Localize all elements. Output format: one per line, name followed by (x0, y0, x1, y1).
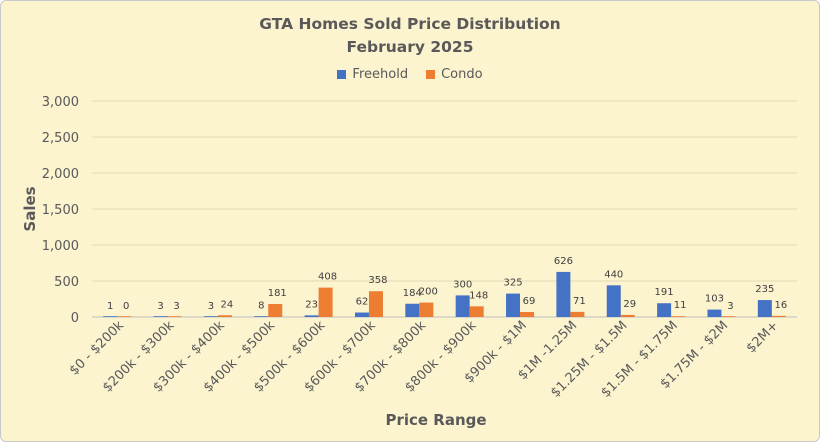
bar-condo-9 (570, 311, 585, 317)
legend: Freehold Condo (1, 67, 819, 82)
data-label-freehold-10: 440 (604, 269, 623, 280)
y-tick-label: 1,000 (42, 239, 79, 254)
data-label-condo-3: 181 (268, 288, 287, 299)
chart-title: GTA Homes Sold Price Distribution (259, 15, 561, 33)
legend-label-freehold: Freehold (352, 67, 409, 82)
bar-condo-13 (771, 315, 786, 317)
chart-title-block: GTA Homes Sold Price Distribution Februa… (1, 13, 819, 59)
data-label-freehold-6: 184 (403, 288, 422, 299)
data-label-condo-11: 11 (674, 300, 687, 311)
y-axis-title: Sales (21, 186, 39, 231)
bar-condo-12 (721, 316, 736, 317)
data-label-condo-4: 408 (318, 272, 337, 283)
x-axis: $0 - $200k$200k - $300k$300k - $400k$400… (67, 318, 782, 401)
legend-swatch-freehold (337, 70, 347, 79)
bar-condo-5 (368, 291, 383, 317)
legend-label-condo: Condo (441, 67, 483, 82)
bar-condo-1 (167, 316, 182, 317)
bar-freehold-6 (405, 303, 420, 317)
data-label-condo-12: 3 (727, 301, 733, 312)
bar-freehold-8 (506, 293, 521, 317)
data-label-condo-13: 16 (774, 300, 787, 311)
data-label-freehold-3: 8 (258, 300, 264, 311)
y-tick-label: 0 (71, 311, 79, 326)
y-tick-label: 1,500 (42, 203, 79, 218)
legend-swatch-condo (426, 70, 436, 79)
data-label-freehold-11: 191 (655, 287, 674, 298)
data-label-freehold-1: 3 (157, 301, 163, 312)
bar-freehold-10 (606, 285, 621, 317)
data-label-freehold-7: 300 (453, 279, 472, 290)
bar-condo-11 (671, 316, 686, 317)
data-labels: 1 0 3 3 3 24 818123408623581842003001483256962… (107, 256, 787, 312)
bar-freehold-1 (153, 316, 168, 317)
bars (103, 271, 786, 317)
x-axis-title: Price Range (385, 411, 486, 429)
data-label-condo-5: 358 (368, 275, 387, 286)
data-label-freehold-13: 235 (755, 284, 774, 295)
data-label-condo-8: 69 (523, 296, 536, 307)
bar-condo-2 (217, 315, 232, 317)
data-label-freehold-5: 62 (356, 297, 369, 308)
y-axis: 0 500 1,000 1,500 2,000 2,500 3,000 (42, 95, 79, 326)
data-label-freehold-4: 23 (305, 299, 318, 310)
data-label-condo-6: 200 (419, 287, 438, 298)
bar-freehold-12 (707, 309, 722, 317)
bar-freehold-7 (455, 295, 470, 317)
bar-freehold-2 (203, 316, 218, 317)
y-tick-label: 500 (54, 275, 79, 290)
data-label-freehold-8: 325 (503, 278, 522, 289)
bar-freehold-9 (556, 271, 571, 317)
y-tick-label: 3,000 (42, 95, 79, 110)
data-label-freehold-0: 1 (107, 301, 113, 312)
bar-condo-8 (520, 312, 535, 317)
y-tick-label: 2,000 (42, 167, 79, 182)
bar-freehold-5 (354, 312, 369, 317)
chart-subtitle: February 2025 (346, 38, 474, 56)
bar-freehold-0 (103, 316, 118, 317)
data-label-condo-0: 0 (123, 301, 129, 312)
data-label-condo-7: 148 (469, 290, 488, 301)
data-label-condo-2: 24 (221, 299, 234, 310)
bar-freehold-13 (757, 300, 772, 317)
y-tick-label: 2,500 (42, 131, 79, 146)
data-label-freehold-9: 626 (554, 256, 573, 267)
bar-freehold-3 (254, 316, 269, 317)
legend-item-freehold: Freehold (337, 67, 408, 82)
gridlines (92, 100, 797, 318)
bar-freehold-4 (304, 315, 319, 317)
data-label-freehold-2: 3 (208, 301, 214, 312)
data-label-condo-10: 29 (623, 299, 636, 310)
legend-item-condo: Condo (426, 67, 483, 82)
data-label-condo-1: 3 (173, 301, 179, 312)
data-label-condo-9: 71 (573, 296, 586, 307)
bar-condo-7 (469, 306, 484, 317)
data-label-freehold-12: 103 (705, 294, 724, 305)
bar-condo-0 (117, 316, 132, 317)
bar-condo-3 (268, 303, 283, 317)
bar-condo-4 (318, 287, 333, 317)
bar-condo-10 (620, 314, 635, 317)
x-tick-label: $2M+ (744, 318, 782, 356)
bar-freehold-11 (657, 303, 672, 317)
bar-condo-6 (419, 302, 434, 317)
